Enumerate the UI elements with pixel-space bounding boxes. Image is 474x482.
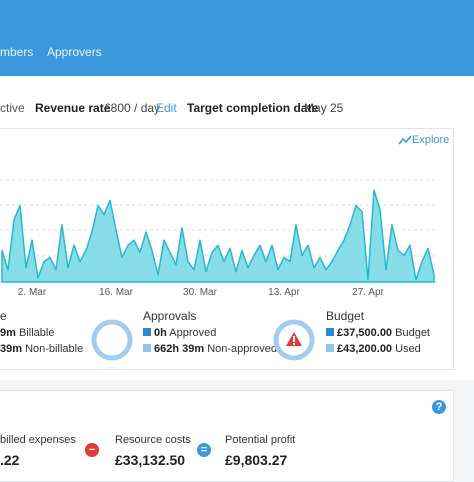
legend-row: 662h 39m Non-approved xyxy=(143,343,277,355)
x-tick-label: 2. Mar xyxy=(18,287,47,298)
donut xyxy=(91,319,133,361)
tab[interactable]: Approvers xyxy=(47,45,102,59)
legend-row: £43,200.00 Used xyxy=(326,343,421,355)
amount: £43,200.00 xyxy=(337,343,393,355)
amount: 39m xyxy=(0,343,23,355)
help-icon[interactable]: ? xyxy=(432,400,446,414)
detail-value: £800 / day xyxy=(104,101,161,115)
status: ctive xyxy=(0,101,25,115)
detail-label: Target completion date xyxy=(187,101,319,115)
top-bar: mbers Approvers xyxy=(0,0,474,76)
amount: 662h 39m xyxy=(154,343,205,355)
legend-row: 9m Billable xyxy=(0,327,54,339)
area xyxy=(1,189,435,283)
label: Approved xyxy=(169,327,217,339)
chart: 2. Mar 16. Mar 30. Mar 13. Apr 27. Apr xyxy=(0,179,437,298)
tab[interactable]: mbers xyxy=(0,45,34,59)
operator: = xyxy=(197,443,211,457)
profit-label: Potential profit xyxy=(225,434,296,446)
amount: 0h xyxy=(154,327,167,339)
x-tick-label: 16. Mar xyxy=(99,287,134,298)
section-title: Approvals xyxy=(143,309,197,323)
profit-value: £33,132.50 xyxy=(115,452,186,468)
profit-card xyxy=(0,390,454,482)
detail-value: May 25 xyxy=(304,101,344,115)
label: Non-approved xyxy=(207,343,277,355)
label: Non-billable xyxy=(25,343,84,355)
amount: 9m xyxy=(0,327,16,339)
section-title: e xyxy=(0,309,7,323)
profit-label: billed expenses xyxy=(0,434,76,446)
label: Used xyxy=(395,343,421,355)
x-tick-label: 13. Apr xyxy=(268,287,300,298)
x-tick-label: 30. Mar xyxy=(183,287,218,298)
section-title: Budget xyxy=(326,309,365,323)
operator: − xyxy=(85,443,99,457)
profit-label: Resource costs xyxy=(115,434,191,446)
detail-label: Revenue rate xyxy=(35,101,111,115)
explore-icon[interactable] xyxy=(398,134,412,146)
label: Budget xyxy=(395,327,430,339)
edit-link[interactable]: Edit xyxy=(156,101,177,115)
amount: £37,500.00 xyxy=(337,327,393,339)
donut xyxy=(273,319,315,361)
label: Billable xyxy=(18,327,55,339)
legend-row: 0h Approved xyxy=(143,327,216,339)
profit-value: £9,803.27 xyxy=(225,452,288,468)
legend-row: £37,500.00 Budget xyxy=(326,327,430,339)
explore-link[interactable]: Explore xyxy=(412,134,450,146)
legend-row: 39m Non-billable xyxy=(0,343,83,355)
profit-value: .22 xyxy=(0,452,20,468)
x-tick-label: 27. Apr xyxy=(352,287,384,298)
